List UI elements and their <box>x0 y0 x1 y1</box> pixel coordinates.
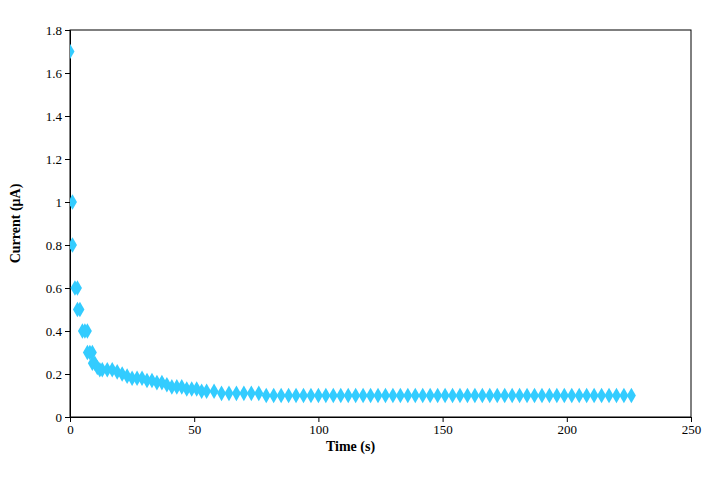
y-tick-label: 0.4 <box>46 324 63 339</box>
data-point <box>83 323 92 339</box>
x-tick: 200 <box>558 417 578 437</box>
y-tick-mark <box>65 331 70 332</box>
data-point <box>73 280 82 296</box>
y-tick: 0.4 <box>46 324 70 339</box>
x-tick-label: 200 <box>558 422 578 437</box>
y-axis-title: Current (μA) <box>8 183 24 263</box>
data-point <box>75 302 84 318</box>
x-tick: 50 <box>188 417 201 437</box>
y-axis-line <box>65 31 71 418</box>
data-point <box>70 237 77 253</box>
y-tick-label: 0.2 <box>46 367 62 382</box>
y-tick: 0.8 <box>46 238 70 253</box>
y-tick-label: 1.2 <box>46 152 62 167</box>
y-tick-mark <box>65 202 70 203</box>
y-tick: 1.8 <box>46 23 70 38</box>
data-point <box>627 388 636 404</box>
x-axis-title: Time (s) <box>326 439 375 455</box>
y-tick: 1.4 <box>46 109 70 124</box>
x-tick-label: 250 <box>682 422 702 437</box>
x-tick-label: 150 <box>433 422 453 437</box>
y-tick-mark <box>65 159 70 160</box>
y-tick-mark <box>65 374 70 375</box>
chart: 0 50 100 150 200 250 0 0.2 0.4 0.6 0.8 1 1.2 1.4 1.6 1.… <box>0 0 709 498</box>
y-tick-mark <box>65 30 70 31</box>
data-point <box>254 386 263 402</box>
y-tick-label: 0.8 <box>46 238 62 253</box>
x-axis: 0 50 100 150 200 250 <box>67 417 701 437</box>
plot: 0 50 100 150 200 250 0 0.2 0.4 0.6 0.8 1 1.2 1.4 1.6 1.… <box>46 23 702 438</box>
x-tick-label: 0 <box>67 422 74 437</box>
x-tick: 250 <box>682 417 702 437</box>
x-tick-label: 50 <box>188 422 201 437</box>
y-tick-label: 1 <box>56 195 63 210</box>
y-tick-label: 0 <box>56 410 63 425</box>
data-point <box>70 194 77 210</box>
y-tick-label: 1.8 <box>46 23 62 38</box>
y-tick: 1.2 <box>46 152 70 167</box>
y-tick-mark <box>65 73 70 74</box>
y-tick-label: 0.6 <box>46 281 63 296</box>
y-tick: 0 <box>56 410 71 425</box>
y-tick-mark <box>65 417 70 418</box>
y-tick: 1.6 <box>46 66 70 81</box>
x-tick: 100 <box>309 417 329 437</box>
y-tick-label: 1.4 <box>46 109 63 124</box>
plot-frame <box>70 30 691 417</box>
x-tick: 0 <box>67 417 74 437</box>
x-tick: 150 <box>433 417 453 437</box>
data-point <box>210 383 219 399</box>
x-axis-line <box>71 418 692 423</box>
y-tick-mark <box>65 288 70 289</box>
y-tick: 0.2 <box>46 367 70 382</box>
y-axis: 0 0.2 0.4 0.6 0.8 1 1.2 1.4 1.6 1.8 <box>46 23 71 425</box>
x-tick-label: 100 <box>309 422 329 437</box>
data-point <box>70 44 74 60</box>
y-tick-mark <box>65 116 70 117</box>
y-tick-label: 1.6 <box>46 66 63 81</box>
y-tick: 0.6 <box>46 281 70 296</box>
points <box>70 44 636 404</box>
y-tick-mark <box>65 245 70 246</box>
y-tick: 1 <box>56 195 71 210</box>
